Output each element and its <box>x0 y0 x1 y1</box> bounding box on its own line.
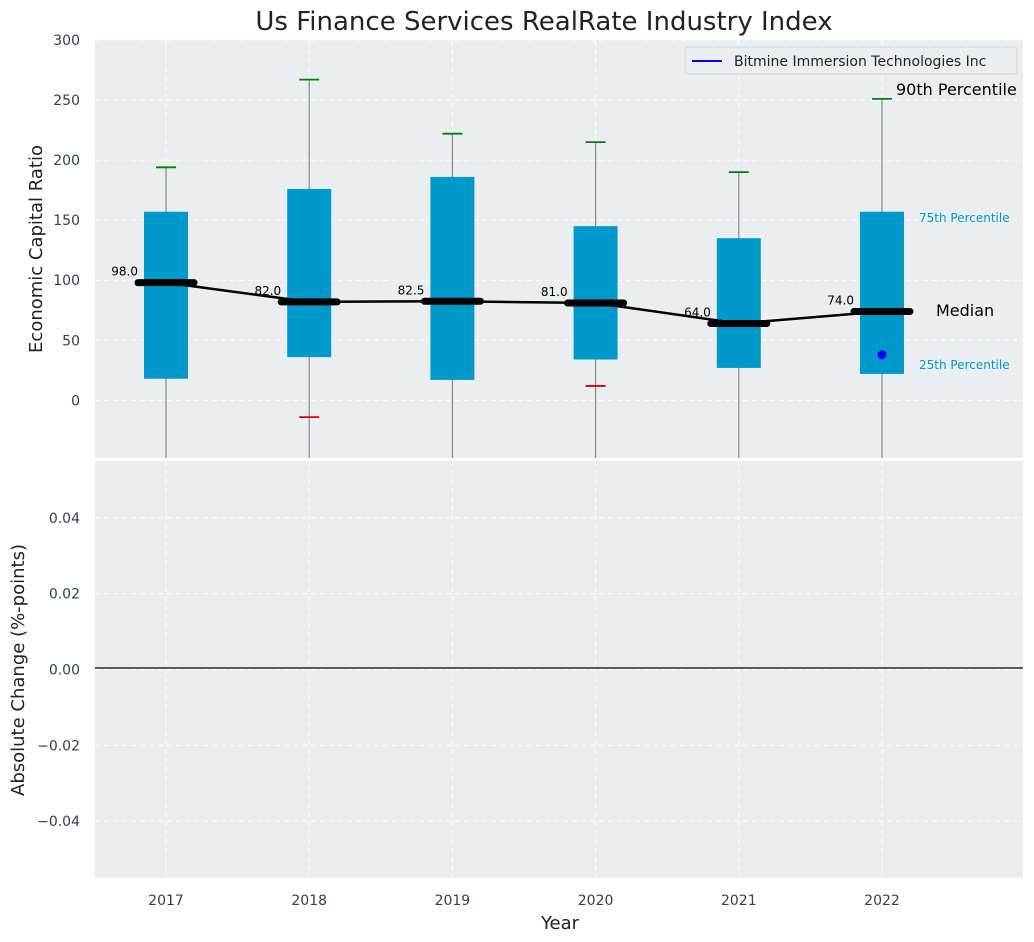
annotation-25th-percentile: 25th Percentile <box>919 358 1010 372</box>
median-value-label: 98.0 <box>111 265 138 279</box>
x-tick-label: 2022 <box>864 893 900 909</box>
annotation-median: Median <box>936 301 994 320</box>
x-tick-label: 2018 <box>291 893 327 909</box>
bottom-y-ticks: 0.04 0.02 0.00 −0.02 −0.04 <box>37 511 80 830</box>
bottom-y-tick-label: −0.02 <box>37 738 80 754</box>
box-plot-group <box>144 78 904 458</box>
iqr-box <box>144 211 188 379</box>
median-value-label: 82.0 <box>254 284 281 298</box>
iqr-box <box>860 211 904 374</box>
x-tick-label: 2017 <box>148 893 184 909</box>
top-y-tick-label: 300 <box>53 33 80 49</box>
x-tick-label: 2020 <box>578 893 614 909</box>
company-point <box>877 350 887 360</box>
annotation-75th-percentile: 75th Percentile <box>919 211 1010 225</box>
bottom-y-tick-label: −0.04 <box>37 814 80 830</box>
bottom-y-tick-label: 0.00 <box>49 663 80 679</box>
iqr-box <box>430 176 475 380</box>
top-y-tick-label: 150 <box>53 213 80 229</box>
x-tick-label: 2019 <box>435 893 471 909</box>
iqr-box <box>716 238 761 368</box>
top-y-tick-label: 100 <box>53 273 80 289</box>
top-y-ticks: 0 50 100 150 200 250 300 <box>53 33 80 409</box>
legend: Bitmine Immersion Technologies Inc <box>684 46 1018 75</box>
x-axis-label: Year <box>540 913 580 934</box>
percentile-annotations: 90th Percentile 75th Percentile Median 2… <box>896 80 1017 372</box>
bottom-y-tick-label: 0.02 <box>49 587 80 603</box>
median-value-label: 82.5 <box>398 283 425 297</box>
bottom-y-tick-label: 0.04 <box>49 511 80 527</box>
iqr-box <box>287 188 332 358</box>
median-trend-line: 98.0 82.0 82.5 81.0 64.0 74.0 <box>111 265 914 360</box>
legend-box <box>684 46 1018 75</box>
bottom-gridlines <box>95 461 1023 878</box>
iqr-box <box>573 226 618 360</box>
top-y-axis-label: Economic Capital Ratio <box>26 145 47 353</box>
annotation-90th-percentile: 90th Percentile <box>896 80 1017 99</box>
top-y-tick-label: 50 <box>62 333 80 349</box>
median-value-label: 74.0 <box>827 293 854 307</box>
x-ticks: 2017 2018 2019 2020 2021 2022 <box>148 893 900 909</box>
top-y-tick-label: 200 <box>53 153 80 169</box>
legend-label-company: Bitmine Immersion Technologies Inc <box>734 54 986 70</box>
median-value-label: 64.0 <box>684 305 711 319</box>
x-tick-label: 2021 <box>721 893 757 909</box>
top-y-tick-label: 0 <box>71 393 80 409</box>
chart-title: Us Finance Services RealRate Industry In… <box>255 7 832 37</box>
bottom-y-axis-label: Absolute Change (%-points) <box>8 544 29 796</box>
median-value-label: 81.0 <box>541 285 568 299</box>
top-y-tick-label: 250 <box>53 93 80 109</box>
